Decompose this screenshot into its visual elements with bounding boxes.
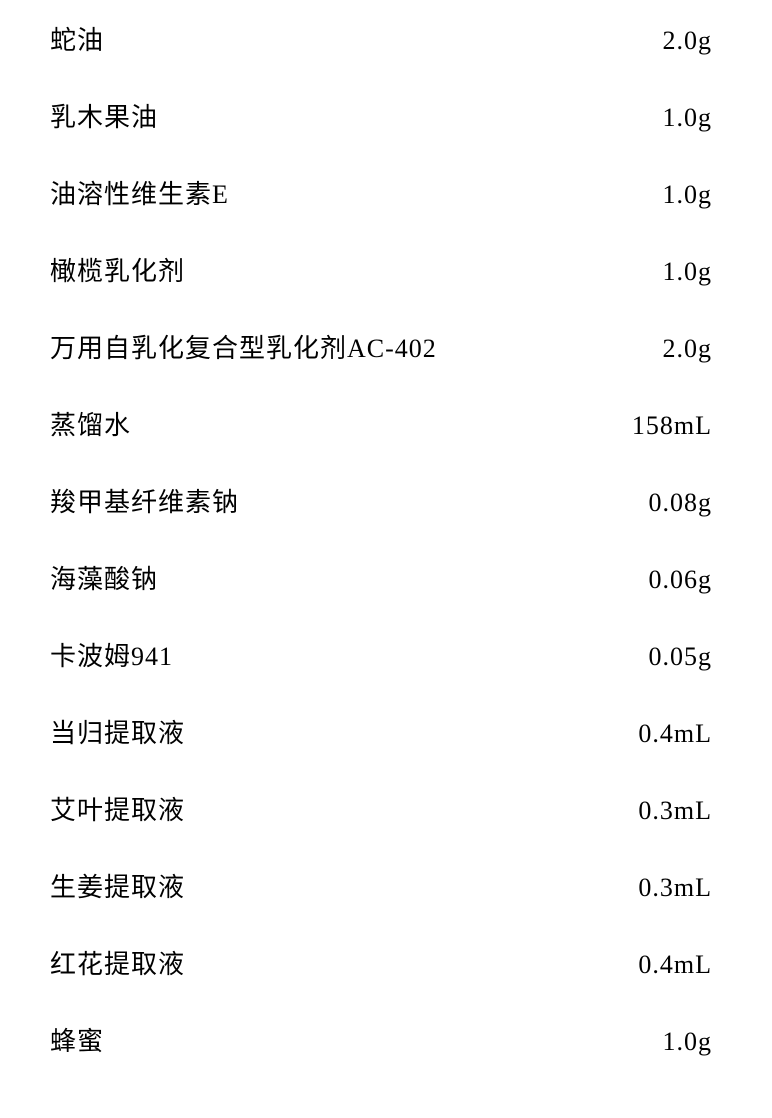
ingredient-amount: 1.0g <box>663 180 713 210</box>
ingredient-name: 橄榄乳化剂 <box>50 251 185 288</box>
ingredient-amount: 158mL <box>632 411 712 441</box>
ingredient-amount: 0.05g <box>649 642 713 672</box>
ingredient-name: 蒸馏水 <box>50 405 131 442</box>
ingredient-name: 蛇油 <box>50 20 104 57</box>
table-row: 乳木果油 1.0g <box>50 97 712 134</box>
ingredient-name: 红花提取液 <box>50 944 185 981</box>
ingredient-amount: 2.0g <box>663 26 713 56</box>
ingredient-name: 万用自乳化复合型乳化剂AC-402 <box>50 328 437 365</box>
table-row: 红花提取液 0.4mL <box>50 944 712 981</box>
table-row: 艾叶提取液 0.3mL <box>50 790 712 827</box>
ingredient-amount: 0.3mL <box>638 873 712 903</box>
ingredient-name: 乳木果油 <box>50 97 158 134</box>
ingredient-amount: 0.08g <box>649 488 713 518</box>
table-row: 蜂蜜 1.0g <box>50 1021 712 1058</box>
ingredient-amount: 0.4mL <box>638 950 712 980</box>
ingredient-amount: 1.0g <box>663 1027 713 1057</box>
ingredient-amount: 0.06g <box>649 565 713 595</box>
table-row: 海藻酸钠 0.06g <box>50 559 712 596</box>
ingredient-name: 当归提取液 <box>50 713 185 750</box>
ingredient-amount: 1.0g <box>663 257 713 287</box>
ingredient-amount: 2.0g <box>663 334 713 364</box>
table-row: 当归提取液 0.4mL <box>50 713 712 750</box>
ingredient-amount: 1.0g <box>663 103 713 133</box>
table-row: 生姜提取液 0.3mL <box>50 867 712 904</box>
ingredient-name: 海藻酸钠 <box>50 559 158 596</box>
ingredient-name: 卡波姆941 <box>50 636 173 673</box>
ingredient-amount: 0.3mL <box>638 796 712 826</box>
table-row: 卡波姆941 0.05g <box>50 636 712 673</box>
table-row: 蒸馏水 158mL <box>50 405 712 442</box>
table-row: 羧甲基纤维素钠 0.08g <box>50 482 712 519</box>
ingredient-amount: 0.4mL <box>638 719 712 749</box>
table-row: 橄榄乳化剂 1.0g <box>50 251 712 288</box>
ingredient-name: 艾叶提取液 <box>50 790 185 827</box>
table-row: 蛇油 2.0g <box>50 20 712 57</box>
table-row: 油溶性维生素E 1.0g <box>50 174 712 211</box>
ingredient-name: 蜂蜜 <box>50 1021 104 1058</box>
ingredient-name: 羧甲基纤维素钠 <box>50 482 239 519</box>
table-row: 万用自乳化复合型乳化剂AC-402 2.0g <box>50 328 712 365</box>
ingredient-list: 蛇油 2.0g 乳木果油 1.0g 油溶性维生素E 1.0g 橄榄乳化剂 1.0… <box>0 0 772 1118</box>
ingredient-name: 生姜提取液 <box>50 867 185 904</box>
ingredient-name: 油溶性维生素E <box>50 174 229 211</box>
